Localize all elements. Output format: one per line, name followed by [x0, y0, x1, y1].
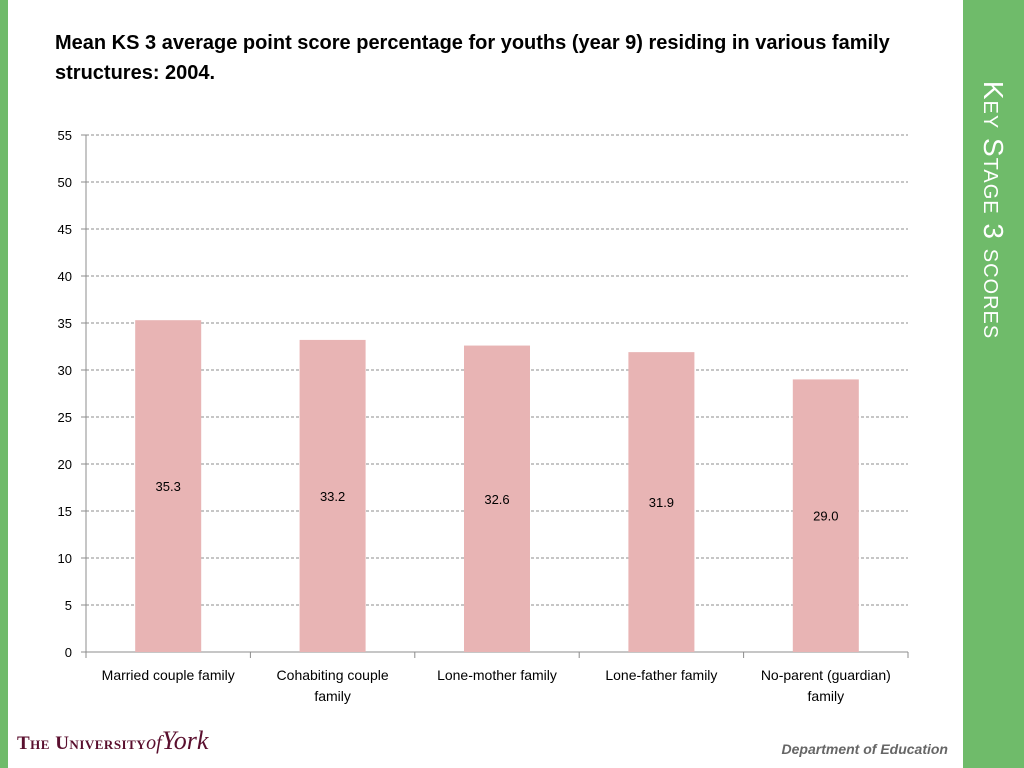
x-tick-label: family [808, 688, 845, 704]
logo-york: York [161, 726, 209, 755]
bar [464, 345, 530, 652]
data-label: 29.0 [813, 509, 838, 524]
data-label: 31.9 [649, 495, 674, 510]
y-tick-label: 30 [58, 363, 72, 378]
data-label: 35.3 [156, 479, 181, 494]
side-panel [963, 0, 1024, 768]
bars [135, 320, 859, 652]
x-tick-label: Lone-mother family [437, 667, 557, 683]
data-labels: 35.3 33.2 32.6 31.9 29.0 [156, 479, 839, 524]
bar [135, 320, 202, 652]
x-tick-labels: Married couple family Cohabiting couple fa… [102, 667, 891, 704]
bar [299, 339, 366, 652]
logo-of: of [146, 732, 162, 754]
y-tick-label: 35 [58, 316, 72, 331]
logo-text: The University [17, 733, 147, 754]
x-tick-label: Cohabiting couple [277, 667, 389, 683]
x-tick-label: No-parent (guardian) [761, 667, 891, 683]
department-label: Department of Education [781, 741, 948, 757]
y-tick-labels: 0 5 10 15 20 25 30 35 40 45 50 55 [58, 128, 72, 660]
bar [792, 379, 859, 652]
y-tick-label: 50 [58, 175, 72, 190]
y-tick-label: 40 [58, 269, 72, 284]
bar [628, 352, 695, 652]
y-tick-label: 25 [58, 410, 72, 425]
side-title: Key Stage 3 scores [978, 80, 1009, 340]
y-tick-label: 20 [58, 457, 72, 472]
x-tick-label: family [314, 688, 351, 704]
data-label: 32.6 [484, 492, 509, 507]
y-tick-label: 10 [58, 551, 72, 566]
y-tick-label: 45 [58, 222, 72, 237]
data-label: 33.2 [320, 489, 345, 504]
chart-title: Mean KS 3 average point score percentage… [55, 32, 890, 84]
y-tick-label: 5 [65, 598, 72, 613]
left-accent-bar [0, 0, 8, 768]
university-logo: The UniversityofYork [17, 726, 208, 756]
y-tick-label: 15 [58, 504, 72, 519]
y-tick-label: 55 [58, 128, 72, 143]
bar-chart: 0 5 10 15 20 25 30 35 40 45 50 55 35.3 33.2 32.6 31.9 2… [58, 128, 909, 704]
x-tick-label: Lone-father family [605, 667, 717, 683]
x-tick-label: Married couple family [102, 667, 235, 683]
y-tick-label: 0 [65, 645, 72, 660]
